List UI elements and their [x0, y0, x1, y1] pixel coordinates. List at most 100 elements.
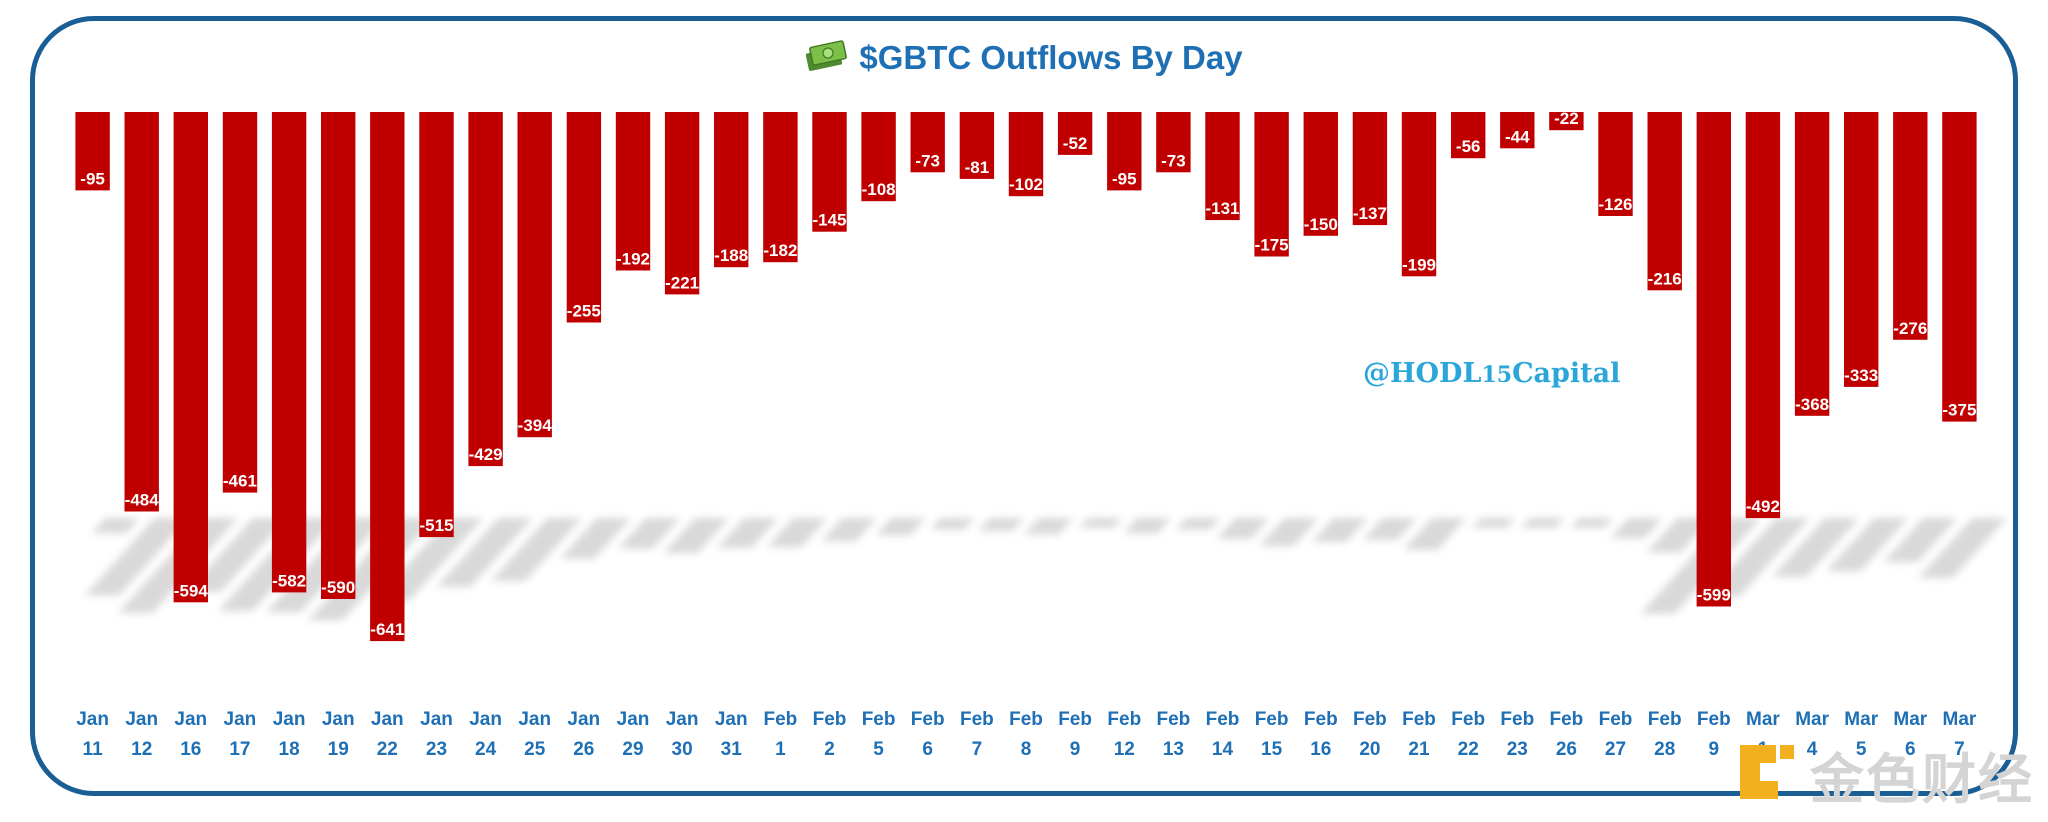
x-tick-day: 17	[229, 739, 250, 760]
bar	[1500, 112, 1535, 149]
bar-shadow	[1883, 518, 1958, 563]
bar	[714, 112, 749, 268]
data-label: -73	[915, 151, 940, 170]
bar-shadow	[1471, 518, 1516, 528]
x-tick-month: Jan	[224, 709, 257, 730]
x-tick-month: Jan	[715, 709, 748, 730]
data-label: -175	[1255, 236, 1289, 255]
data-label: -56	[1456, 137, 1481, 156]
brand-logo: 金色财经	[1734, 735, 2034, 814]
bar	[763, 112, 798, 263]
bar-shadow	[1311, 518, 1368, 542]
x-tick-day: 11	[83, 739, 104, 760]
x-tick-month: Jan	[273, 709, 306, 730]
x-tick-month: Feb	[1697, 709, 1731, 730]
data-label: -108	[862, 180, 896, 199]
data-label: -131	[1205, 199, 1239, 218]
x-tick-day: 15	[1261, 739, 1283, 760]
x-tick-month: Jan	[617, 709, 650, 730]
x-tick-day: 22	[1458, 739, 1479, 760]
bar-shadow	[1610, 518, 1663, 539]
x-tick-day: 31	[721, 739, 743, 760]
x-tick-month: Mar	[1943, 709, 1977, 730]
x-tick-day: 27	[1605, 739, 1626, 760]
data-label: -199	[1402, 255, 1436, 274]
bar	[1352, 112, 1388, 226]
bar-shadow	[1216, 518, 1270, 539]
x-tick-month: Mar	[1893, 709, 1927, 730]
bar-shadow	[490, 518, 582, 582]
x-tick-month: Feb	[960, 709, 994, 730]
x-tick-day: 30	[672, 739, 693, 760]
data-label: -255	[567, 302, 601, 321]
bar	[1205, 112, 1240, 221]
bar	[222, 112, 258, 493]
bar-shadow	[1646, 518, 1712, 553]
bar	[1156, 112, 1191, 173]
x-tick-day: 22	[377, 739, 398, 760]
bar-shadow	[91, 518, 140, 534]
x-tick-day: 29	[622, 739, 643, 760]
bar-shadow	[1570, 518, 1614, 528]
data-label: -394	[518, 416, 553, 435]
bar	[1844, 112, 1879, 387]
bar	[1647, 112, 1682, 291]
bar-shadow	[1362, 518, 1418, 540]
bar-shadow	[1259, 518, 1319, 546]
data-label: -221	[665, 273, 699, 292]
x-tick-day: 5	[1856, 739, 1867, 760]
bar	[1598, 112, 1633, 216]
x-tick-day: 7	[972, 739, 983, 760]
bar-shadow	[821, 518, 877, 542]
bar	[75, 112, 110, 191]
x-tick-month: Feb	[1255, 709, 1289, 730]
data-label: -145	[812, 211, 846, 230]
bar	[370, 112, 405, 642]
x-tick-day: 24	[475, 739, 497, 760]
x-tick-month: Feb	[1304, 709, 1338, 730]
brand-logo-icon	[1734, 741, 1800, 808]
x-tick-day: 4	[1807, 739, 1818, 760]
x-tick-day: 6	[922, 739, 933, 760]
bar-shadow	[436, 518, 533, 587]
bar	[124, 112, 159, 512]
bar-shadow	[1521, 518, 1565, 528]
chart-title: $GBTC Outflows By Day	[859, 38, 1243, 76]
bar	[959, 112, 995, 179]
x-tick-day: 26	[573, 739, 594, 760]
watermark-number: 15	[1481, 362, 1513, 388]
x-tick-month: Mar	[1795, 709, 1829, 730]
x-tick-day: 1	[775, 739, 786, 760]
bar	[173, 112, 208, 603]
bar-shadow	[766, 518, 828, 548]
bar	[1794, 112, 1830, 416]
bar	[1401, 112, 1437, 277]
x-tick-day: 8	[1021, 739, 1032, 760]
x-tick-day: 19	[328, 739, 349, 760]
bar-shadow	[716, 518, 779, 549]
x-tick-day: 21	[1408, 739, 1430, 760]
x-tick-month: Jan	[518, 709, 551, 730]
data-label: -484	[125, 491, 160, 510]
bar	[1254, 112, 1289, 257]
bar	[1451, 112, 1486, 159]
x-tick-month: Feb	[1009, 709, 1043, 730]
x-tick-day: 28	[1654, 739, 1675, 760]
bar	[419, 112, 454, 538]
bar-shadow	[1403, 518, 1467, 550]
x-tick-month: Feb	[1599, 709, 1633, 730]
data-label: -81	[965, 158, 990, 177]
data-label: -515	[419, 516, 453, 535]
x-tick-month: Jan	[76, 709, 109, 730]
data-label: -599	[1697, 586, 1731, 605]
data-label: -188	[714, 246, 748, 265]
x-tick-day: 16	[180, 739, 201, 760]
x-tick-day: 20	[1359, 739, 1380, 760]
data-label: -216	[1648, 269, 1682, 288]
data-label: -22	[1554, 109, 1579, 128]
data-label: -102	[1009, 175, 1043, 194]
data-label: -590	[321, 578, 355, 597]
x-tick-month: Jan	[567, 709, 600, 730]
x-tick-day: 2	[824, 739, 835, 760]
